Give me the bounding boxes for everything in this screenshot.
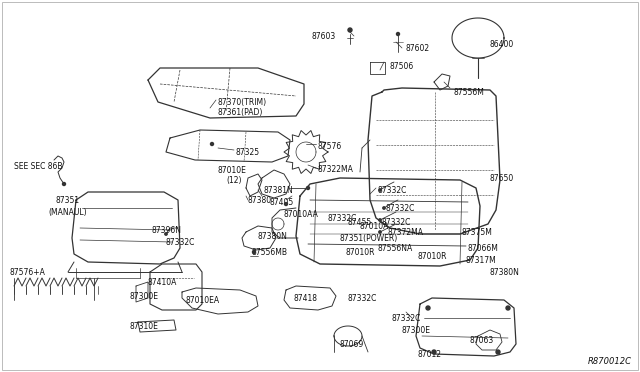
- Text: 87576: 87576: [318, 142, 342, 151]
- Text: (MANAUL): (MANAUL): [48, 208, 86, 217]
- Circle shape: [348, 28, 352, 32]
- Text: 87010A: 87010A: [360, 222, 389, 231]
- Text: 87375M: 87375M: [462, 228, 493, 237]
- Text: 87010R: 87010R: [418, 252, 447, 261]
- Text: 87332C: 87332C: [165, 238, 195, 247]
- Text: 87556MB: 87556MB: [252, 248, 288, 257]
- Text: 87010AA: 87010AA: [284, 210, 319, 219]
- Text: 87405: 87405: [270, 198, 294, 207]
- Circle shape: [383, 207, 385, 209]
- Text: R870012C: R870012C: [588, 357, 632, 366]
- Text: 87380N: 87380N: [258, 232, 288, 241]
- Circle shape: [379, 231, 381, 233]
- Circle shape: [307, 186, 310, 189]
- Circle shape: [397, 32, 399, 35]
- Circle shape: [165, 233, 167, 235]
- Text: 87576+A: 87576+A: [10, 268, 46, 277]
- Text: 87556NA: 87556NA: [378, 244, 413, 253]
- Text: 87370(TRIM): 87370(TRIM): [218, 98, 267, 107]
- Text: 87066M: 87066M: [468, 244, 499, 253]
- Circle shape: [379, 189, 381, 191]
- Text: 87010EA: 87010EA: [186, 296, 220, 305]
- Text: 87380: 87380: [248, 196, 272, 205]
- Text: SEE SEC 86B: SEE SEC 86B: [14, 162, 63, 171]
- Circle shape: [506, 306, 510, 310]
- Text: 87361(PAD): 87361(PAD): [218, 108, 264, 117]
- Circle shape: [253, 250, 255, 253]
- Circle shape: [432, 350, 436, 354]
- Text: 87300E: 87300E: [402, 326, 431, 335]
- Circle shape: [211, 142, 214, 145]
- Text: 87310E: 87310E: [130, 322, 159, 331]
- Text: 87010E: 87010E: [218, 166, 247, 175]
- Circle shape: [496, 350, 500, 354]
- Text: 87650: 87650: [490, 174, 515, 183]
- Text: 87332C: 87332C: [392, 314, 421, 323]
- Text: 87069: 87069: [340, 340, 364, 349]
- Text: 87410A: 87410A: [148, 278, 177, 287]
- Text: 87332C: 87332C: [382, 218, 412, 227]
- Text: 87322MA: 87322MA: [318, 165, 354, 174]
- Text: 87012: 87012: [418, 350, 442, 359]
- Text: 87010R: 87010R: [346, 248, 376, 257]
- Text: 87351(POWER): 87351(POWER): [340, 234, 398, 243]
- Circle shape: [426, 306, 430, 310]
- Text: 87380N: 87380N: [490, 268, 520, 277]
- Circle shape: [285, 202, 287, 205]
- Text: 86400: 86400: [490, 40, 515, 49]
- Text: 87603: 87603: [312, 32, 336, 41]
- Text: 87332C: 87332C: [385, 204, 414, 213]
- Text: 87351: 87351: [55, 196, 79, 205]
- Text: 87381N: 87381N: [264, 186, 294, 195]
- Text: 87372MA: 87372MA: [388, 228, 424, 237]
- Text: 87317M: 87317M: [466, 256, 497, 265]
- Text: 87300E: 87300E: [130, 292, 159, 301]
- Text: 87332C: 87332C: [327, 214, 356, 223]
- Text: 87332C: 87332C: [348, 294, 378, 303]
- Circle shape: [63, 183, 65, 186]
- Text: 87556M: 87556M: [453, 88, 484, 97]
- Text: 87396N: 87396N: [152, 226, 182, 235]
- Text: 87063: 87063: [470, 336, 494, 345]
- Text: 87332C: 87332C: [378, 186, 408, 195]
- Circle shape: [379, 219, 381, 221]
- Text: 87325: 87325: [235, 148, 259, 157]
- Text: 87455: 87455: [348, 218, 372, 227]
- Text: 87602: 87602: [405, 44, 429, 53]
- Text: (12): (12): [226, 176, 241, 185]
- Text: 87418: 87418: [294, 294, 318, 303]
- Text: 87506: 87506: [390, 62, 414, 71]
